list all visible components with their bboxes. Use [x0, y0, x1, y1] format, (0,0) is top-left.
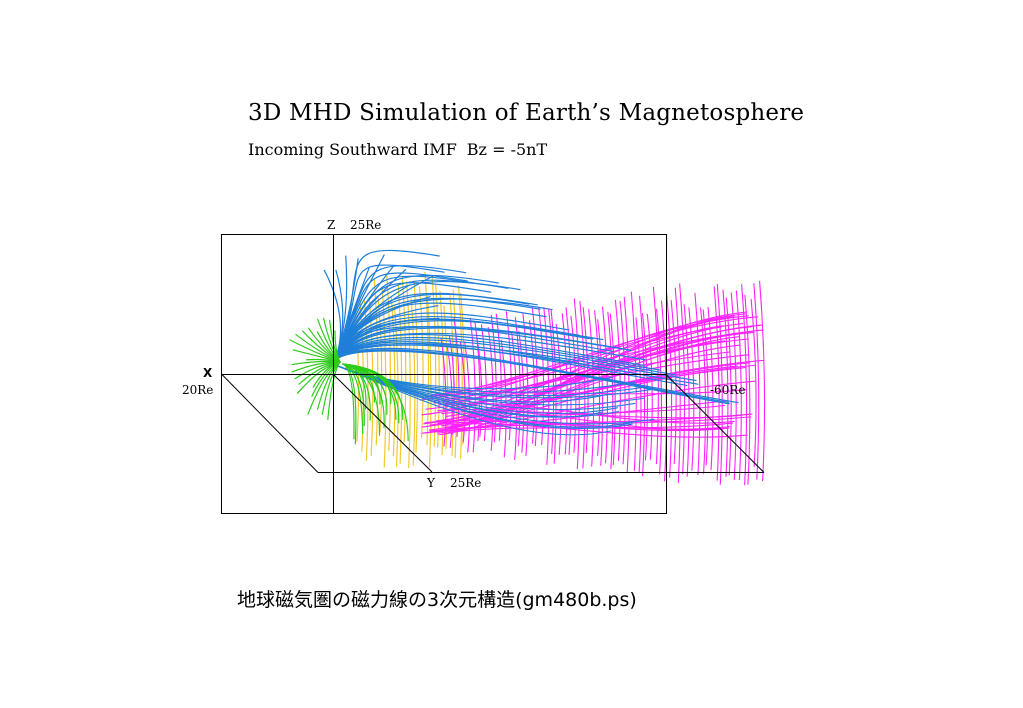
- tail-field-line: [480, 324, 487, 441]
- cusp-field-line: [334, 326, 447, 361]
- tail-field-line: [594, 310, 601, 456]
- plane-front-edge: [221, 374, 319, 473]
- open-field-line: [334, 342, 697, 382]
- tail-field-line: [722, 289, 729, 477]
- open-field-line: [334, 332, 646, 361]
- tail-field-line: [522, 313, 529, 457]
- tail-sweep-line: [440, 423, 748, 438]
- imf-field-line: [424, 271, 430, 446]
- closed-field-line: [342, 363, 355, 440]
- z-extent-label: 25Re: [350, 218, 381, 232]
- tail-field-line: [440, 337, 447, 447]
- tail-field-line: [753, 282, 760, 480]
- lower-tail-line: [334, 364, 612, 436]
- tail-field-line: [464, 341, 471, 453]
- tail-sweep-line: [443, 402, 735, 424]
- imf-field-line: [431, 276, 437, 447]
- tail-field-line: [666, 292, 673, 478]
- x-front-extent-label: 20Re: [182, 383, 213, 397]
- tail-field-line: [538, 306, 545, 446]
- tail-field-line: [700, 307, 707, 474]
- tail-sweep-line: [425, 354, 750, 410]
- open-field-line: [334, 344, 699, 385]
- tail-sweep-line: [438, 336, 740, 436]
- open-field-line: [334, 339, 677, 376]
- imf-field-line: [458, 285, 463, 459]
- subtitle-bz-value: Bz = -5nT: [466, 140, 548, 159]
- tail-field-line: [694, 292, 701, 476]
- tail-field-line: [469, 317, 476, 453]
- tail-field-line: [500, 339, 507, 458]
- bounding-box: [221, 234, 765, 514]
- tail-field-line: [570, 315, 577, 453]
- tail-sweep-line: [448, 422, 734, 434]
- tail-field-line: [573, 298, 580, 470]
- tail-sweep-line: [421, 331, 754, 428]
- tail-field-line: [602, 306, 609, 464]
- imf-field-line: [439, 290, 445, 456]
- imf-field-line: [377, 297, 383, 433]
- subtitle-imf-label: Incoming Southward IMF: [248, 140, 457, 159]
- imf-field-line: [373, 279, 379, 446]
- y-extent-label: 25Re: [450, 476, 481, 490]
- tail-field-line: [750, 298, 757, 468]
- tail-field-line: [725, 297, 732, 476]
- tail-field-line: [614, 299, 621, 461]
- tail-sweep-line: [441, 410, 744, 419]
- tail-sweep-line: [421, 325, 725, 416]
- tail-field-line: [702, 309, 709, 466]
- x-axis-label: X: [203, 366, 213, 380]
- field-lines-group: [289, 249, 766, 486]
- figure-caption: 地球磁気圏の磁力線の3次元構造(gm480b.ps): [237, 589, 637, 611]
- tail-field-line: [741, 284, 748, 486]
- y-axis-line: [332, 373, 433, 473]
- tail-field-line: [707, 306, 714, 471]
- tail-field-line: [511, 332, 518, 460]
- closed-field-line: [342, 363, 409, 442]
- x-back-extent-label: -60Re: [710, 383, 745, 397]
- z-axis-label: Z: [327, 218, 335, 232]
- closed-field-line: [307, 361, 341, 415]
- imf-field-line: [410, 298, 416, 466]
- closed-field-line: [334, 330, 341, 363]
- y-axis-label: Y: [426, 476, 436, 490]
- tail-sweep-line: [443, 408, 722, 431]
- tail-field-line: [670, 299, 677, 465]
- tail-field-line: [635, 317, 642, 474]
- imf-field-line: [452, 289, 458, 459]
- page-title: 3D MHD Simulation of Earth’s Magnetosphe…: [248, 100, 805, 126]
- tail-field-line: [674, 287, 681, 483]
- tail-field-line: [759, 280, 766, 482]
- tail-sweep-line: [443, 311, 748, 421]
- plane-back-edge: [665, 374, 765, 473]
- tail-sweep-line: [442, 315, 735, 431]
- open-field-line: [334, 336, 662, 371]
- open-field-line: [334, 350, 739, 404]
- imf-field-line: [460, 292, 465, 445]
- page-subtitle: Incoming Southward IMF Bz = -5nT: [248, 140, 547, 159]
- open-field-line: [334, 320, 604, 361]
- imf-field-line: [397, 282, 403, 465]
- imf-field-line: [401, 275, 407, 443]
- tail-field-line: [713, 286, 720, 481]
- tail-sweep-line: [435, 365, 738, 422]
- open-field-line: [334, 327, 632, 361]
- open-field-line: [334, 319, 590, 361]
- imf-field-line: [418, 286, 424, 439]
